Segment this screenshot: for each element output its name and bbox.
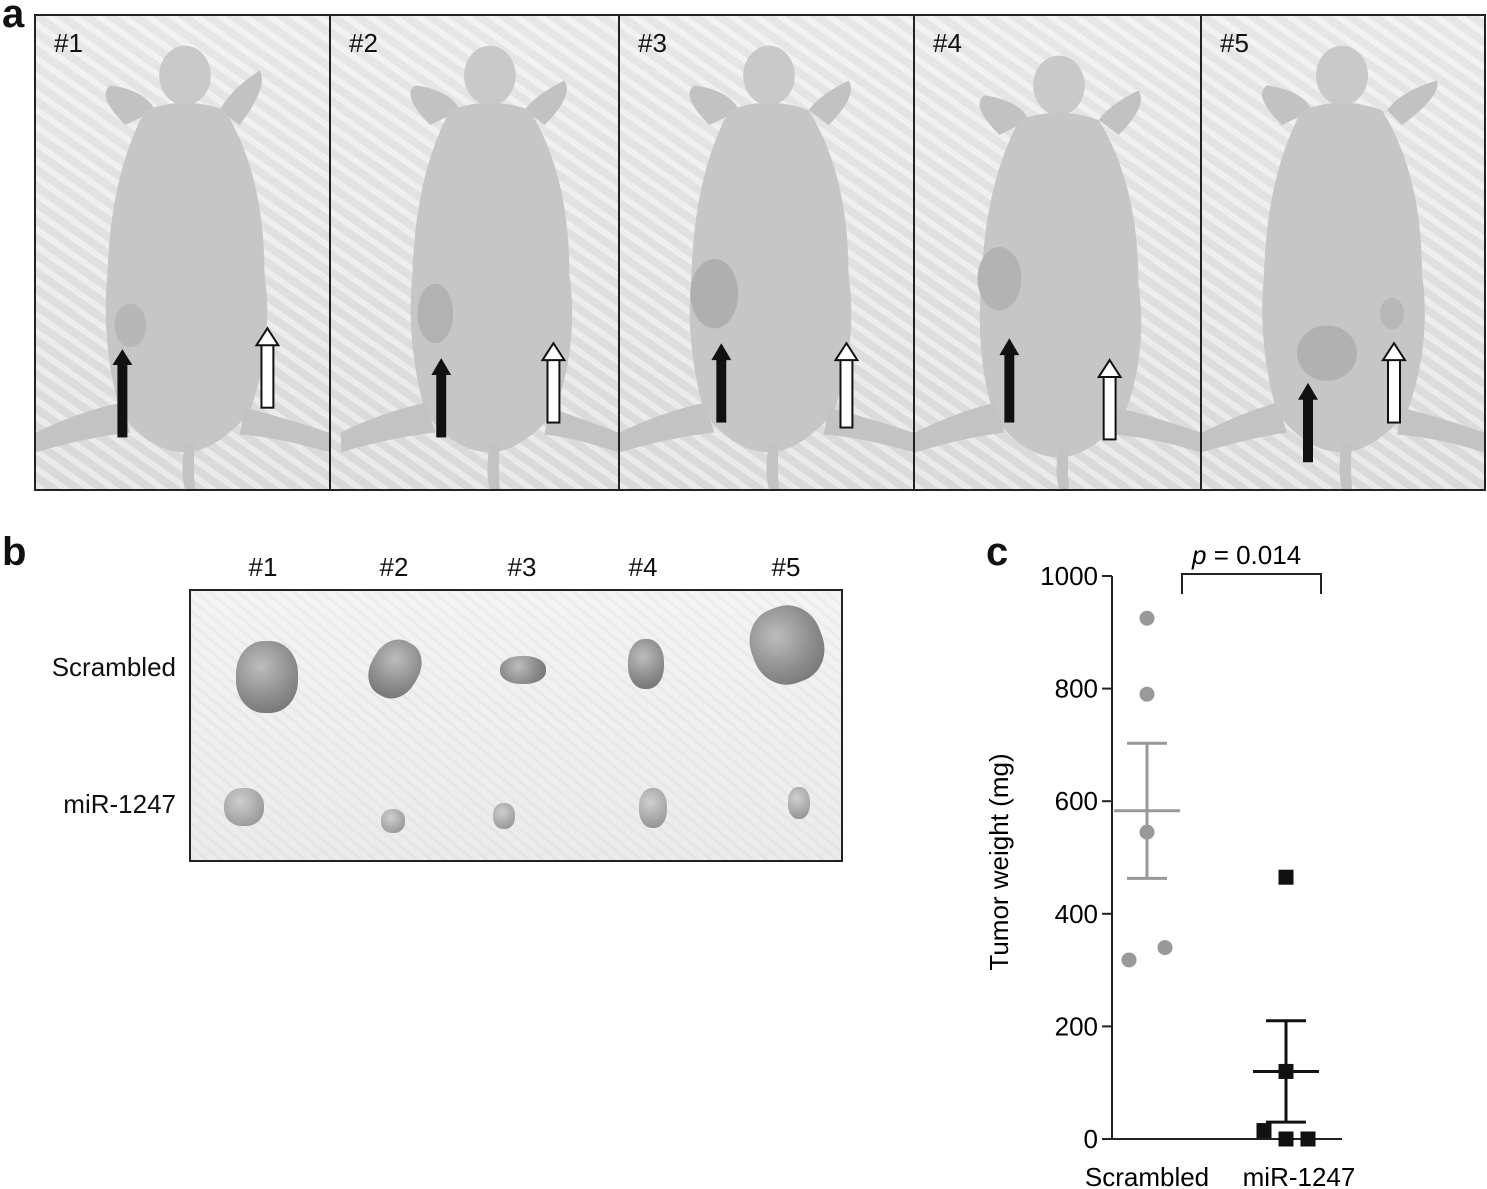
chart-axes: 0 200 400 600 800 1000 <box>1040 561 1342 1154</box>
mouse-photo-1: #1 <box>36 16 331 489</box>
data-point-mir1247 <box>1300 1131 1316 1147</box>
y-tick-label: 200 <box>1055 1011 1098 1041</box>
tumor-column-label-3: #3 <box>507 552 537 582</box>
tumor-column-label-4: #4 <box>628 552 658 582</box>
tumor-photo <box>189 589 843 862</box>
mouse-label: #3 <box>638 28 667 58</box>
y-tick-label: 1000 <box>1040 561 1098 591</box>
y-axis-label: Tumor weight (mg) <box>984 753 1014 970</box>
data-point-mir1247 <box>1278 869 1294 885</box>
tumor-mir1247-4 <box>639 788 667 828</box>
p-value-annotation: p = 0.014 <box>1191 540 1301 570</box>
mouse-label: #2 <box>349 28 378 58</box>
tumor-mir1247-3 <box>493 803 515 829</box>
mouse-photo-2: #2 <box>331 16 620 489</box>
mouse-photo-strip: #1 #2 <box>34 14 1486 491</box>
tumor-scrambled-2 <box>359 631 431 707</box>
mouse-photo-5: #5 <box>1202 16 1484 489</box>
tumor-column-label-2: #2 <box>379 552 409 582</box>
tumor-row-label-mir1247: miR-1247 <box>63 789 176 819</box>
panel-letter-c: c <box>986 530 1009 574</box>
data-point-scrambled <box>1139 610 1155 626</box>
tumor-column-label-5: #5 <box>771 552 801 582</box>
mouse-image <box>620 45 913 489</box>
y-tick-label: 400 <box>1055 899 1098 929</box>
y-tick-label: 600 <box>1055 786 1098 816</box>
data-point-scrambled <box>1157 940 1173 956</box>
chart-marks <box>1114 610 1319 1147</box>
mouse-photo-3: #3 <box>620 16 915 489</box>
data-point-mir1247 <box>1278 1131 1294 1147</box>
panel-letter-a: a <box>2 0 25 36</box>
tumor-weight-chart: 0 200 400 600 800 1000 Tumor weight (mg) Scra… <box>984 540 1356 1189</box>
tumor-scrambled-4 <box>628 639 664 689</box>
mouse-image <box>915 55 1200 489</box>
data-point-scrambled <box>1121 952 1137 968</box>
tumor-row-label-scrambled: Scrambled <box>51 652 176 682</box>
tumor-scrambled-3 <box>500 656 546 684</box>
mouse-photo-4: #4 <box>915 16 1202 489</box>
mouse-image <box>1202 45 1484 489</box>
panel-letter-b: b <box>2 530 27 574</box>
p-value: = 0.014 <box>1206 540 1301 570</box>
mouse-label: #4 <box>933 28 962 58</box>
data-point-scrambled <box>1139 686 1155 702</box>
p-symbol: p <box>1191 540 1206 570</box>
mouse-label: #5 <box>1220 28 1249 58</box>
tumor-mir1247-2 <box>381 809 405 833</box>
mouse-image <box>36 45 329 489</box>
x-tick-label-mir1247: miR-1247 <box>1243 1162 1356 1189</box>
tumor-scrambled-1 <box>236 641 298 713</box>
tumor-scrambled-5 <box>739 596 835 694</box>
mouse-image <box>340 45 618 489</box>
tumor-mir1247-1 <box>224 788 264 826</box>
tumor-mir1247-5 <box>788 787 810 819</box>
significance-bracket <box>1181 573 1322 594</box>
mouse-label: #1 <box>54 28 83 58</box>
data-point-mir1247 <box>1256 1123 1272 1139</box>
y-tick-label: 800 <box>1055 674 1098 704</box>
y-tick-label: 0 <box>1084 1124 1098 1154</box>
x-tick-label-scrambled: Scrambled <box>1085 1162 1209 1189</box>
tumor-column-label-1: #1 <box>248 552 278 582</box>
